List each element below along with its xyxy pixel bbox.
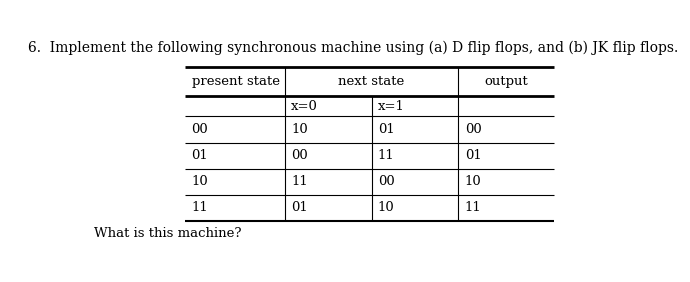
Text: next state: next state bbox=[338, 75, 404, 88]
Text: 11: 11 bbox=[192, 201, 208, 214]
Text: 01: 01 bbox=[378, 123, 395, 136]
Text: 10: 10 bbox=[291, 123, 308, 136]
Text: present state: present state bbox=[192, 75, 279, 88]
Text: 11: 11 bbox=[464, 201, 482, 214]
Text: 00: 00 bbox=[378, 175, 395, 188]
Text: 01: 01 bbox=[291, 201, 308, 214]
Text: 10: 10 bbox=[464, 175, 482, 188]
Text: 6.  Implement the following synchronous machine using (a) D flip flops, and (b) : 6. Implement the following synchronous m… bbox=[28, 40, 679, 55]
Text: x=1: x=1 bbox=[378, 100, 405, 113]
Text: output: output bbox=[484, 75, 528, 88]
Text: 11: 11 bbox=[378, 149, 395, 162]
Text: 00: 00 bbox=[192, 123, 208, 136]
Text: What is this machine?: What is this machine? bbox=[95, 227, 241, 240]
Text: x=0: x=0 bbox=[291, 100, 318, 113]
Text: 00: 00 bbox=[464, 123, 482, 136]
Text: 01: 01 bbox=[192, 149, 208, 162]
Text: 00: 00 bbox=[291, 149, 308, 162]
Text: 01: 01 bbox=[464, 149, 482, 162]
Text: 10: 10 bbox=[378, 201, 395, 214]
Text: 11: 11 bbox=[291, 175, 308, 188]
Text: 10: 10 bbox=[192, 175, 208, 188]
